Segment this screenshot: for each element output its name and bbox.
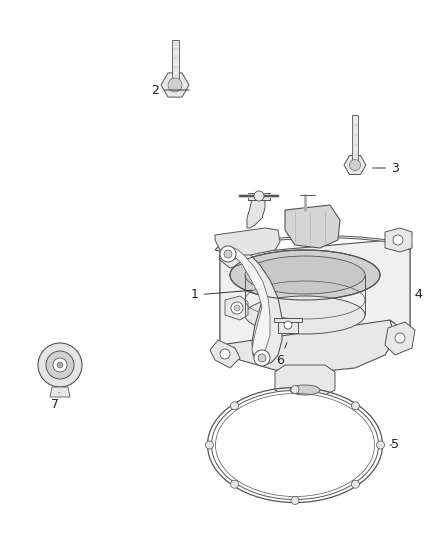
Polygon shape xyxy=(247,195,265,228)
Ellipse shape xyxy=(245,296,365,334)
Circle shape xyxy=(224,250,232,258)
Polygon shape xyxy=(220,240,410,345)
Circle shape xyxy=(57,362,63,368)
Polygon shape xyxy=(220,248,240,345)
Circle shape xyxy=(205,441,213,449)
Ellipse shape xyxy=(290,385,320,395)
Polygon shape xyxy=(220,302,395,372)
Circle shape xyxy=(351,402,360,410)
Polygon shape xyxy=(161,73,189,97)
Circle shape xyxy=(284,321,292,329)
Polygon shape xyxy=(220,235,410,257)
Text: 6: 6 xyxy=(276,343,287,367)
Circle shape xyxy=(46,351,74,379)
Circle shape xyxy=(291,385,299,393)
Text: 4: 4 xyxy=(414,288,422,302)
Polygon shape xyxy=(215,228,280,255)
Polygon shape xyxy=(220,247,270,357)
Ellipse shape xyxy=(230,250,380,300)
Circle shape xyxy=(53,358,67,372)
Polygon shape xyxy=(275,365,335,395)
Polygon shape xyxy=(390,240,410,335)
Polygon shape xyxy=(385,228,412,252)
Polygon shape xyxy=(248,193,270,200)
Polygon shape xyxy=(344,156,366,174)
Circle shape xyxy=(230,402,239,410)
Text: 7: 7 xyxy=(51,393,59,411)
Polygon shape xyxy=(220,240,248,268)
Polygon shape xyxy=(50,387,70,397)
Circle shape xyxy=(393,235,403,245)
Circle shape xyxy=(220,246,236,262)
Circle shape xyxy=(254,350,270,366)
Text: 1: 1 xyxy=(191,288,252,302)
Polygon shape xyxy=(225,296,248,320)
Polygon shape xyxy=(172,40,179,85)
Polygon shape xyxy=(352,115,358,165)
Circle shape xyxy=(168,78,182,92)
Text: 5: 5 xyxy=(390,439,399,451)
Text: 3: 3 xyxy=(373,161,399,174)
Polygon shape xyxy=(285,205,340,248)
Circle shape xyxy=(291,497,299,505)
Circle shape xyxy=(38,343,82,387)
Circle shape xyxy=(351,480,360,488)
Circle shape xyxy=(234,305,240,311)
Polygon shape xyxy=(210,340,240,368)
Circle shape xyxy=(350,159,360,171)
Circle shape xyxy=(220,349,230,359)
Circle shape xyxy=(254,191,264,201)
Polygon shape xyxy=(215,242,282,365)
Polygon shape xyxy=(274,318,302,322)
Circle shape xyxy=(230,480,239,488)
Circle shape xyxy=(377,441,385,449)
Polygon shape xyxy=(385,322,415,355)
Circle shape xyxy=(258,354,266,362)
Text: 2: 2 xyxy=(151,84,189,96)
Polygon shape xyxy=(278,318,298,333)
Ellipse shape xyxy=(212,391,378,499)
Circle shape xyxy=(395,333,405,343)
Circle shape xyxy=(231,302,243,314)
Ellipse shape xyxy=(245,256,365,294)
Circle shape xyxy=(229,249,239,259)
